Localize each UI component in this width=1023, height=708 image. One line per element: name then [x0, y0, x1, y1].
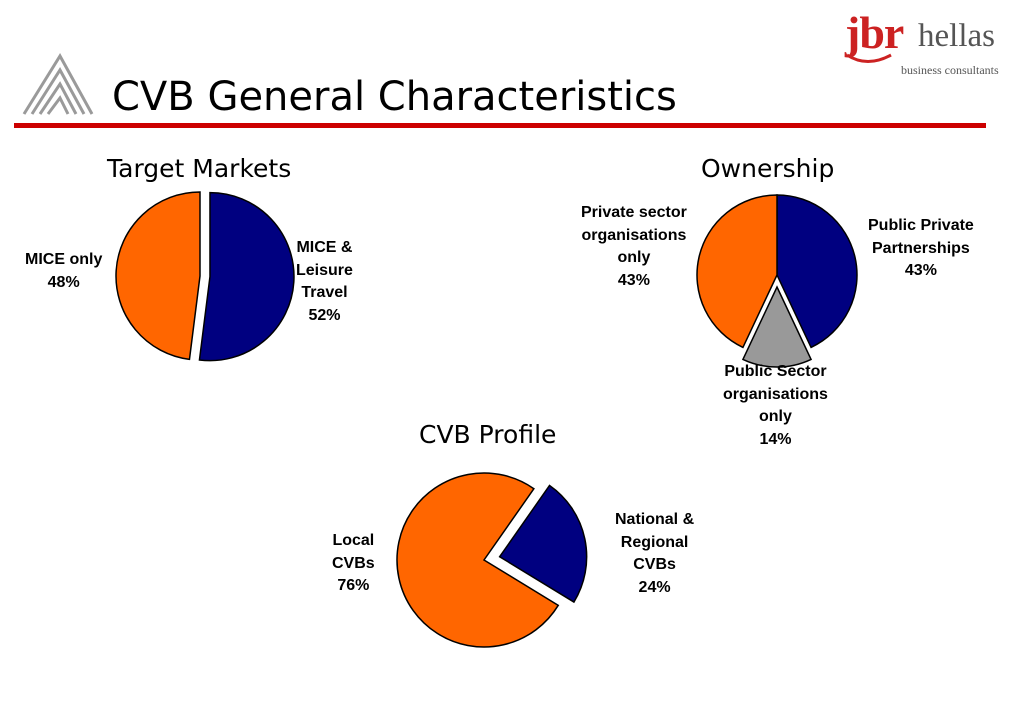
- brand-logo: jbr hellas business consultants: [845, 7, 1015, 82]
- slice-label-local: Local CVBs 76%: [332, 532, 375, 594]
- swoosh-icon: [846, 53, 892, 63]
- brand-tagline: business consultants: [901, 63, 999, 77]
- chart-title-ownership: Ownership: [701, 154, 835, 183]
- slice-national-regional: [498, 484, 588, 604]
- slice-label-private-sector: Private sector organisations only 43%: [581, 204, 687, 289]
- slice-label-national-regional: National & Regional CVBs 24%: [615, 511, 695, 596]
- triangle-logo-icon: [22, 53, 94, 115]
- page-title: CVB General Characteristics: [112, 74, 677, 120]
- slice-mice-only: [115, 191, 201, 361]
- pie-chart-ownership: [696, 194, 858, 368]
- chart-title-cvb-profile: CVB Profile: [419, 420, 557, 449]
- title-divider: [14, 123, 986, 128]
- slice-label-public-private: Public Private Partnerships 43%: [868, 217, 974, 279]
- slice-public-sector: [741, 285, 813, 368]
- slice-public-private: [776, 194, 858, 349]
- slice-label-public-sector: Public Sector organisations only 14%: [723, 363, 828, 448]
- pie-chart-cvb-profile: [396, 472, 588, 648]
- slice-label-mice-only: MICE only 48%: [25, 251, 103, 291]
- slice-label-mice-leisure: MICE & Leisure Travel 52%: [296, 239, 353, 324]
- brand-name-primary: jbr: [845, 7, 904, 58]
- slice-local: [396, 472, 560, 648]
- chart-title-target-markets: Target Markets: [107, 154, 292, 183]
- slice-mice-leisure: [198, 191, 295, 362]
- pie-chart-target-markets: [115, 191, 295, 362]
- slice-private-sector: [696, 194, 778, 349]
- brand-name-secondary: hellas: [918, 18, 995, 54]
